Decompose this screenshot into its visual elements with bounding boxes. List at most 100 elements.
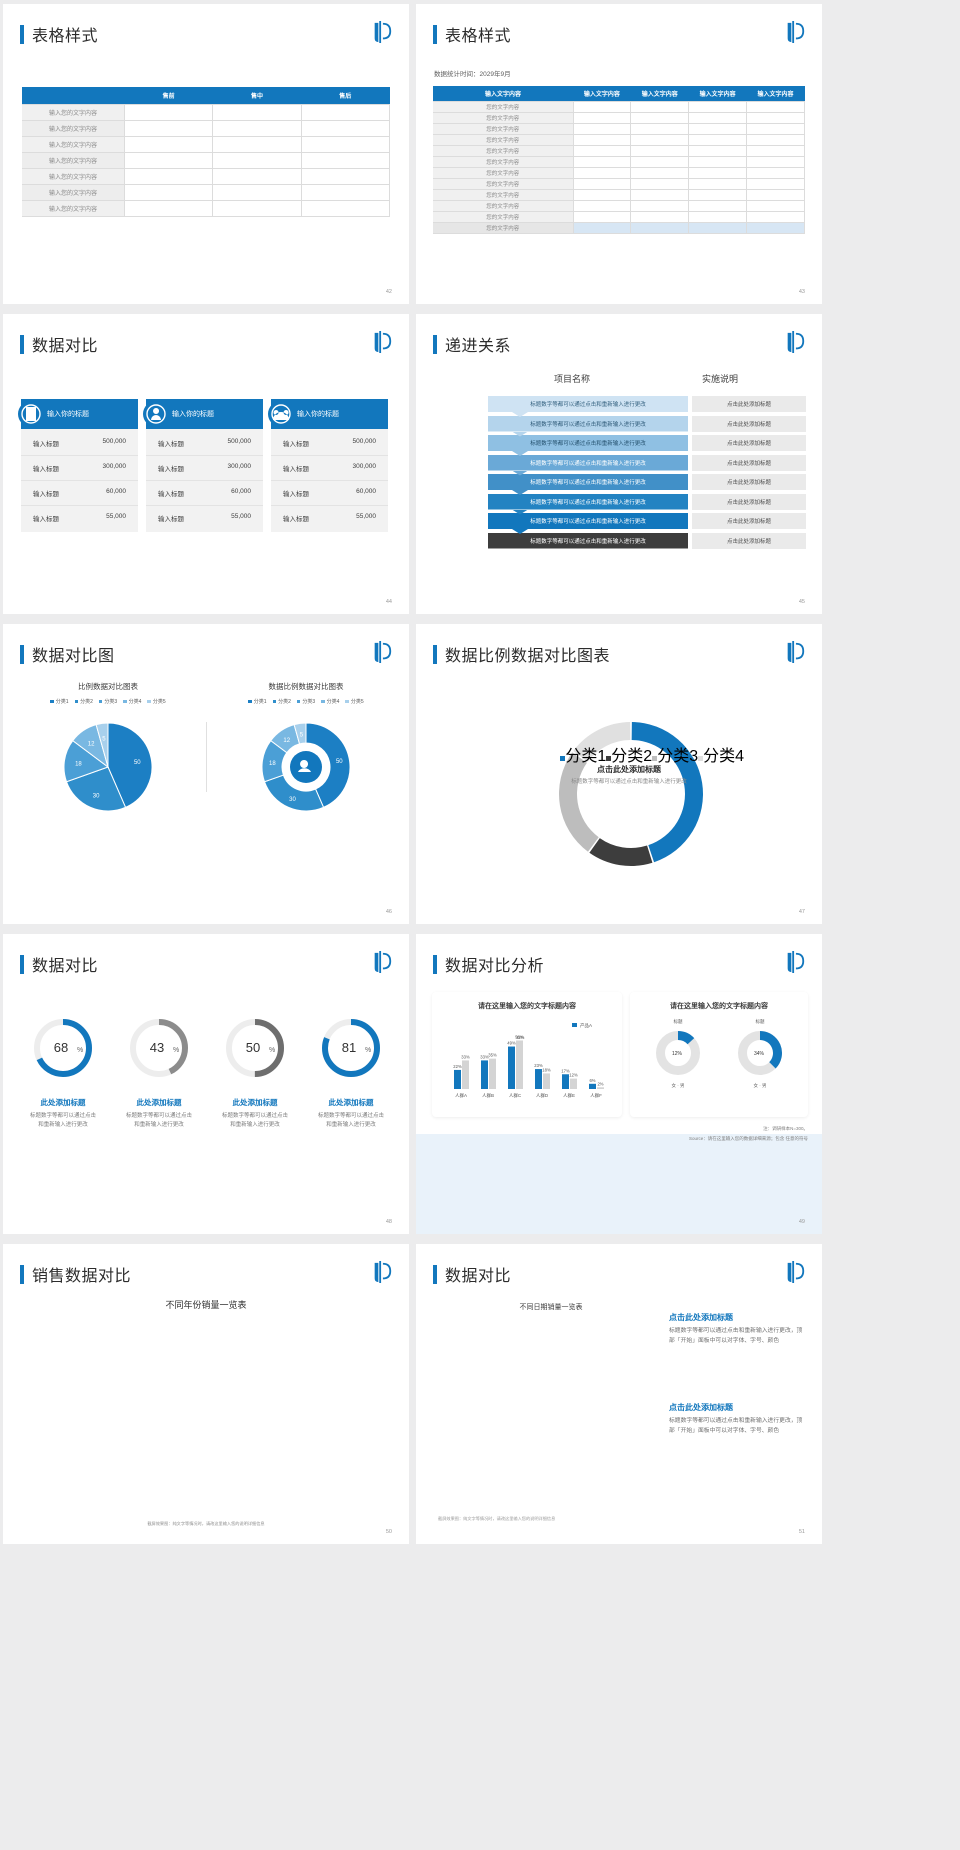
data-cell[interactable] xyxy=(630,101,690,113)
data-cell[interactable] xyxy=(300,136,391,153)
data-cell[interactable] xyxy=(212,168,302,185)
data-cell[interactable] xyxy=(746,167,805,179)
slide-48[interactable]: 数据对比 68% 此处添加标题 标题数字等都可以通过点击和重新输入进行更改 43% 此处… xyxy=(3,934,409,1234)
data-cell[interactable] xyxy=(688,178,748,190)
data-cell[interactable] xyxy=(300,104,391,121)
progressive-row[interactable]: 标题数字等都可以通过点击和重新输入进行更改 点击此处添加标题 xyxy=(488,493,806,515)
stat-row[interactable]: 输入标题 500,000 xyxy=(146,431,263,456)
stat-row[interactable]: 输入标题 500,000 xyxy=(271,431,388,456)
table-row[interactable]: 您的文字内容 xyxy=(433,178,805,190)
progressive-row[interactable]: 标题数字等都可以通过点击和重新输入进行更改 点击此处添加标题 xyxy=(488,532,806,549)
data-cell[interactable] xyxy=(746,123,805,135)
table-row[interactable]: 您的文字内容 xyxy=(433,189,805,201)
slide-45[interactable]: 递进关系 项目名称 实施说明 标题数字等都可以通过点击和重新输入进行更改 点击此处… xyxy=(416,314,822,614)
chevron-step[interactable]: 标题数字等都可以通过点击和重新输入进行更改 xyxy=(488,532,688,549)
data-cell[interactable] xyxy=(746,156,805,168)
step-description[interactable]: 点击此处添加标题 xyxy=(692,396,806,412)
row-label-cell[interactable]: 您的文字内容 xyxy=(433,222,574,234)
row-label-cell[interactable]: 输入您的文字内容 xyxy=(22,152,125,169)
stat-card[interactable]: 输入你的标题 输入标题 500,000 输入标题 300,000 输入标题 60,000 输入… xyxy=(143,399,263,532)
stat-row[interactable]: 输入标题 60,000 xyxy=(21,481,138,506)
data-cell[interactable] xyxy=(300,200,391,217)
data-cell[interactable] xyxy=(630,112,690,124)
table-row[interactable]: 输入您的文字内容 xyxy=(22,200,391,217)
data-cell[interactable] xyxy=(746,101,805,113)
data-cell[interactable] xyxy=(123,168,214,185)
row-label-cell[interactable]: 您的文字内容 xyxy=(433,112,574,124)
progressive-row[interactable]: 标题数字等都可以通过点击和重新输入进行更改 点击此处添加标题 xyxy=(488,513,806,534)
data-cell[interactable] xyxy=(688,134,748,146)
chevron-step[interactable]: 标题数字等都可以通过点击和重新输入进行更改 xyxy=(488,454,688,471)
row-label-cell[interactable]: 您的文字内容 xyxy=(433,167,574,179)
table-row[interactable]: 您的文字内容 xyxy=(433,167,805,179)
stat-row[interactable]: 输入标题 500,000 xyxy=(21,431,138,456)
chevron-step[interactable]: 标题数字等都可以通过点击和重新输入进行更改 xyxy=(488,493,688,510)
data-cell[interactable] xyxy=(572,200,632,212)
data-cell[interactable] xyxy=(630,189,690,201)
table-row[interactable]: 输入您的文字内容 xyxy=(22,168,391,185)
step-description[interactable]: 点击此处添加标题 xyxy=(692,532,806,549)
data-cell[interactable] xyxy=(212,152,302,169)
data-cell[interactable] xyxy=(212,104,302,121)
data-cell[interactable] xyxy=(212,120,302,137)
step-description[interactable]: 点击此处添加标题 xyxy=(692,474,806,490)
table-43[interactable]: 输入文字内容 输入文字内容 输入文字内容 输入文字内容 输入文字内容 您的文字内… xyxy=(433,86,805,234)
step-description[interactable]: 点击此处添加标题 xyxy=(692,513,806,529)
data-cell[interactable] xyxy=(572,156,632,168)
data-cell[interactable] xyxy=(630,167,690,179)
data-cell[interactable] xyxy=(300,168,391,185)
progress-ring-item[interactable]: 68% 此处添加标题 标题数字等都可以通过点击和重新输入进行更改 xyxy=(19,1012,107,1130)
data-cell[interactable] xyxy=(746,222,805,234)
data-cell[interactable] xyxy=(572,123,632,135)
data-cell[interactable] xyxy=(688,112,748,124)
data-cell[interactable] xyxy=(212,184,302,201)
data-cell[interactable] xyxy=(123,120,214,137)
table-row[interactable]: 输入您的文字内容 xyxy=(22,152,391,169)
data-cell[interactable] xyxy=(688,200,748,212)
row-label-cell[interactable]: 您的文字内容 xyxy=(433,123,574,135)
row-label-cell[interactable]: 输入您的文字内容 xyxy=(22,168,125,185)
slide-50[interactable]: 销售数据对比 不同年份销量一览表 截屏效果图：纯文字等情况时，请改这里输入您的说… xyxy=(3,1244,409,1544)
data-cell[interactable] xyxy=(123,104,214,121)
row-label-cell[interactable]: 您的文字内容 xyxy=(433,156,574,168)
data-cell[interactable] xyxy=(630,200,690,212)
step-description[interactable]: 点击此处添加标题 xyxy=(692,415,806,432)
table-row[interactable]: 您的文字内容 xyxy=(433,211,805,223)
row-label-cell[interactable]: 您的文字内容 xyxy=(433,134,574,146)
stat-card[interactable]: 输入你的标题 输入标题 500,000 输入标题 300,000 输入标题 60,000 输入… xyxy=(18,399,138,532)
data-cell[interactable] xyxy=(572,145,632,157)
data-cell[interactable] xyxy=(300,120,391,137)
data-cell[interactable] xyxy=(572,211,632,223)
data-cell[interactable] xyxy=(300,184,391,201)
data-cell[interactable] xyxy=(630,134,690,146)
data-cell[interactable] xyxy=(688,145,748,157)
table-42[interactable]: 售前 售中 售后 输入您的文字内容 输入您的文字内容 输入您的文字内容 输入您的文字内… xyxy=(22,87,391,217)
data-cell[interactable] xyxy=(572,101,632,113)
row-label-cell[interactable]: 输入您的文字内容 xyxy=(22,120,125,137)
data-cell[interactable] xyxy=(630,156,690,168)
data-cell[interactable] xyxy=(688,211,748,223)
chevron-step[interactable]: 标题数字等都可以通过点击和重新输入进行更改 xyxy=(488,435,688,451)
row-label-cell[interactable]: 您的文字内容 xyxy=(433,200,574,212)
table-row[interactable]: 您的文字内容 xyxy=(433,112,805,124)
data-cell[interactable] xyxy=(572,222,632,234)
table-row[interactable]: 输入您的文字内容 xyxy=(22,184,391,201)
data-cell[interactable] xyxy=(123,152,214,169)
row-label-cell[interactable]: 输入您的文字内容 xyxy=(22,184,125,201)
progress-ring-item[interactable]: 50% 此处添加标题 标题数字等都可以通过点击和重新输入进行更改 xyxy=(211,1012,299,1130)
data-cell[interactable] xyxy=(746,178,805,190)
chevron-step[interactable]: 标题数字等都可以通过点击和重新输入进行更改 xyxy=(488,513,688,529)
slide-42[interactable]: 表格样式 售前 售中 售后 输入您的文字内容 输入您的文字内容 输入您的文字内容 输入… xyxy=(3,4,409,304)
chevron-step[interactable]: 标题数字等都可以通过点击和重新输入进行更改 xyxy=(488,396,688,412)
data-cell[interactable] xyxy=(688,189,748,201)
row-label-cell[interactable]: 输入您的文字内容 xyxy=(22,136,125,153)
stat-row[interactable]: 输入标题 60,000 xyxy=(146,481,263,506)
table-row[interactable]: 您的文字内容 xyxy=(433,134,805,146)
data-cell[interactable] xyxy=(746,145,805,157)
table-row[interactable]: 您的文字内容 xyxy=(433,200,805,212)
step-description[interactable]: 点击此处添加标题 xyxy=(692,493,806,510)
data-cell[interactable] xyxy=(688,156,748,168)
slide-46[interactable]: 数据对比图 比例数据对比图表 分类1 分类2 分类3 分类4 分类5 50 30 18 12 5… xyxy=(3,624,409,924)
table-row[interactable]: 您的文字内容 xyxy=(433,123,805,135)
progressive-row[interactable]: 标题数字等都可以通过点击和重新输入进行更改 点击此处添加标题 xyxy=(488,454,806,476)
